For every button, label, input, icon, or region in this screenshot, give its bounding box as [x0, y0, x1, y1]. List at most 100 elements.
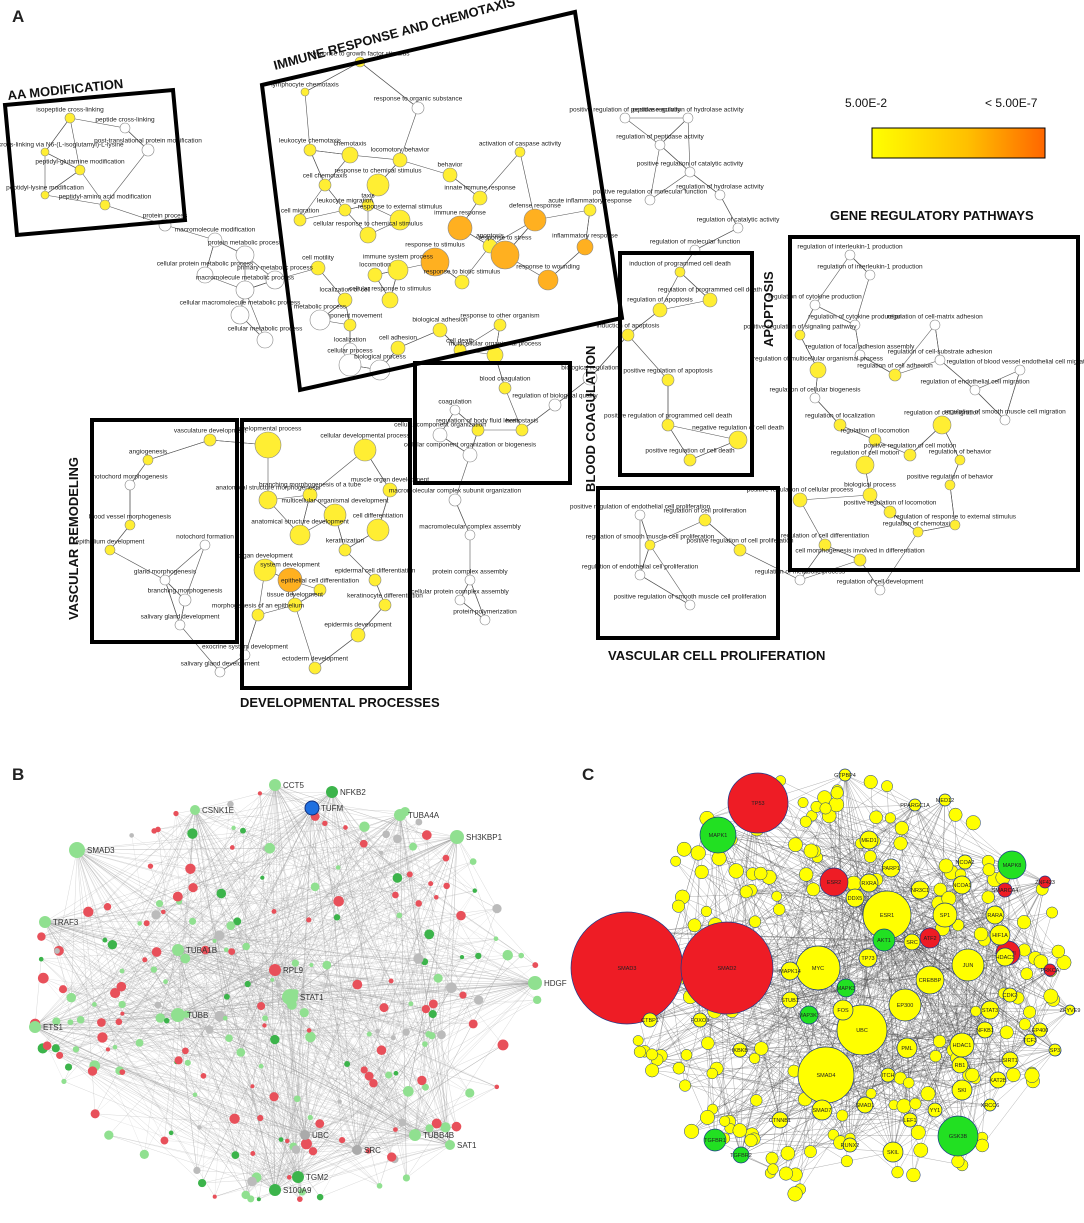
interaction-node: [700, 905, 712, 917]
ppi-node: [160, 1136, 169, 1145]
go-term-t24: defense response: [509, 203, 561, 232]
go-term-t23: immune response: [434, 210, 486, 241]
ppi-edge: [76, 849, 410, 875]
go-term-node: [464, 574, 476, 586]
go-edge: [949, 484, 956, 526]
interaction-node: [884, 812, 896, 824]
ppi-edge: [278, 984, 497, 1088]
ppi-edge: [34, 1026, 93, 1072]
ppi-edge: [42, 791, 333, 1049]
ppi-node: [360, 1066, 368, 1074]
ppi-node: [87, 1066, 98, 1076]
interaction-node: [633, 1045, 646, 1058]
ppi-edge: [273, 836, 458, 1097]
interaction-node-atf2: ATF2: [919, 927, 941, 949]
ppi-edge: [311, 964, 389, 1076]
go-term-label: positive regulation of cell death: [645, 448, 735, 455]
ppi-edge: [177, 921, 193, 1016]
ppi-edge: [438, 978, 446, 1128]
go-term-label: primary metabolic process: [237, 265, 314, 272]
ppi-edge: [237, 921, 306, 1136]
ppi-edge: [44, 803, 231, 923]
ppi-edge: [234, 1074, 389, 1119]
ppi-node: [301, 1138, 312, 1150]
ppi-edge: [177, 949, 385, 1008]
ppi-edge: [199, 1118, 235, 1128]
ppi-edge: [41, 936, 451, 1146]
panel-b-letter: B: [12, 765, 24, 784]
go-edge: [399, 159, 451, 176]
interaction-node-rb1: RB1: [951, 1056, 969, 1074]
ppi-node: [398, 1118, 407, 1127]
ppi-edge: [88, 911, 416, 1136]
go-edge: [667, 424, 739, 441]
go-term-node: [854, 349, 866, 361]
ppi-edge: [237, 784, 276, 922]
interaction-hub-node: [976, 1021, 994, 1039]
ppi-node: [231, 1151, 240, 1160]
go-edge: [624, 117, 661, 146]
ppi-node: [431, 1118, 442, 1129]
go-term-t122: epithelial cell differentiation: [281, 578, 359, 597]
interaction-node: [863, 850, 877, 863]
go-term-label: regulation of behavior: [929, 449, 992, 456]
interaction-edge: [814, 851, 870, 884]
ppi-edge: [159, 903, 451, 1146]
interaction-node: [728, 863, 744, 879]
ppi-hub-ets1: ETS1: [29, 1021, 64, 1033]
go-term-label: cellular process: [327, 348, 373, 355]
ppi-edge: [276, 970, 394, 1038]
interaction-edge: [829, 815, 1013, 866]
interaction-edge: [982, 1049, 1056, 1146]
box-vascular-proliferation: [596, 486, 780, 640]
go-term-node: [368, 573, 382, 587]
ppi-edge: [209, 814, 401, 1030]
ppi-edge: [44, 921, 479, 1001]
ppi-node: [402, 1174, 410, 1182]
ppi-node: [180, 953, 191, 964]
ppi-node: [147, 863, 154, 869]
go-term-t55: induction of apoptosis: [597, 323, 660, 342]
ppi-edge: [273, 1096, 299, 1178]
interaction-node-ctnnb1: CTNNB1: [769, 1111, 791, 1129]
go-term-label: salivary gland development: [141, 614, 220, 621]
ppi-edge: [252, 969, 276, 1087]
ppi-edge: [297, 1069, 365, 1178]
panel-c-letter: C: [582, 765, 594, 784]
go-term-node: [888, 368, 902, 382]
interaction-node-mapk3: MAPK3: [836, 978, 856, 998]
go-edge: [314, 634, 359, 669]
go-term-t82: regulation of locomotion: [840, 428, 910, 447]
go-term-node: [1014, 364, 1026, 376]
interaction-node-hdac1: HDAC1: [949, 1032, 975, 1058]
go-term-node: [944, 479, 956, 491]
interaction-node: [676, 841, 692, 857]
go-term-t66: regulation of interleukin-1 production: [797, 244, 903, 261]
interaction-node: [706, 1067, 718, 1080]
go-term-label: cellular protein complex assembly: [411, 589, 509, 596]
ppi-hub-label: ETS1: [43, 1023, 64, 1032]
ppi-edge: [214, 940, 348, 1065]
go-edge: [521, 404, 556, 431]
ppi-node: [446, 982, 457, 994]
interaction-edge: [886, 914, 898, 1173]
ppi-node: [137, 921, 142, 926]
ppi-edge: [76, 849, 122, 987]
interaction-hub-node: [872, 928, 896, 952]
go-edge: [459, 599, 486, 621]
ppi-edge: [311, 807, 343, 1141]
go-term-t69: regulation of cytokine production: [808, 314, 902, 331]
go-term-t89: positive regulation of locomotion: [844, 500, 937, 519]
go-term-t79: regulation of localization: [805, 413, 875, 432]
ppi-edge: [144, 959, 470, 1094]
go-term-label: macromolecule modification: [175, 227, 256, 234]
label-gene-regulatory: GENE REGULATORY PATHWAYS: [830, 208, 1034, 223]
ppi-edge: [219, 935, 536, 984]
ppi-edge: [456, 836, 498, 909]
ppi-node: [465, 1088, 475, 1098]
go-term-label: regulation of focal adhesion assembly: [806, 344, 916, 351]
ppi-node: [468, 1019, 478, 1029]
interaction-edge: [787, 882, 870, 1154]
go-term-node: [366, 173, 390, 197]
ppi-node: [212, 938, 217, 944]
